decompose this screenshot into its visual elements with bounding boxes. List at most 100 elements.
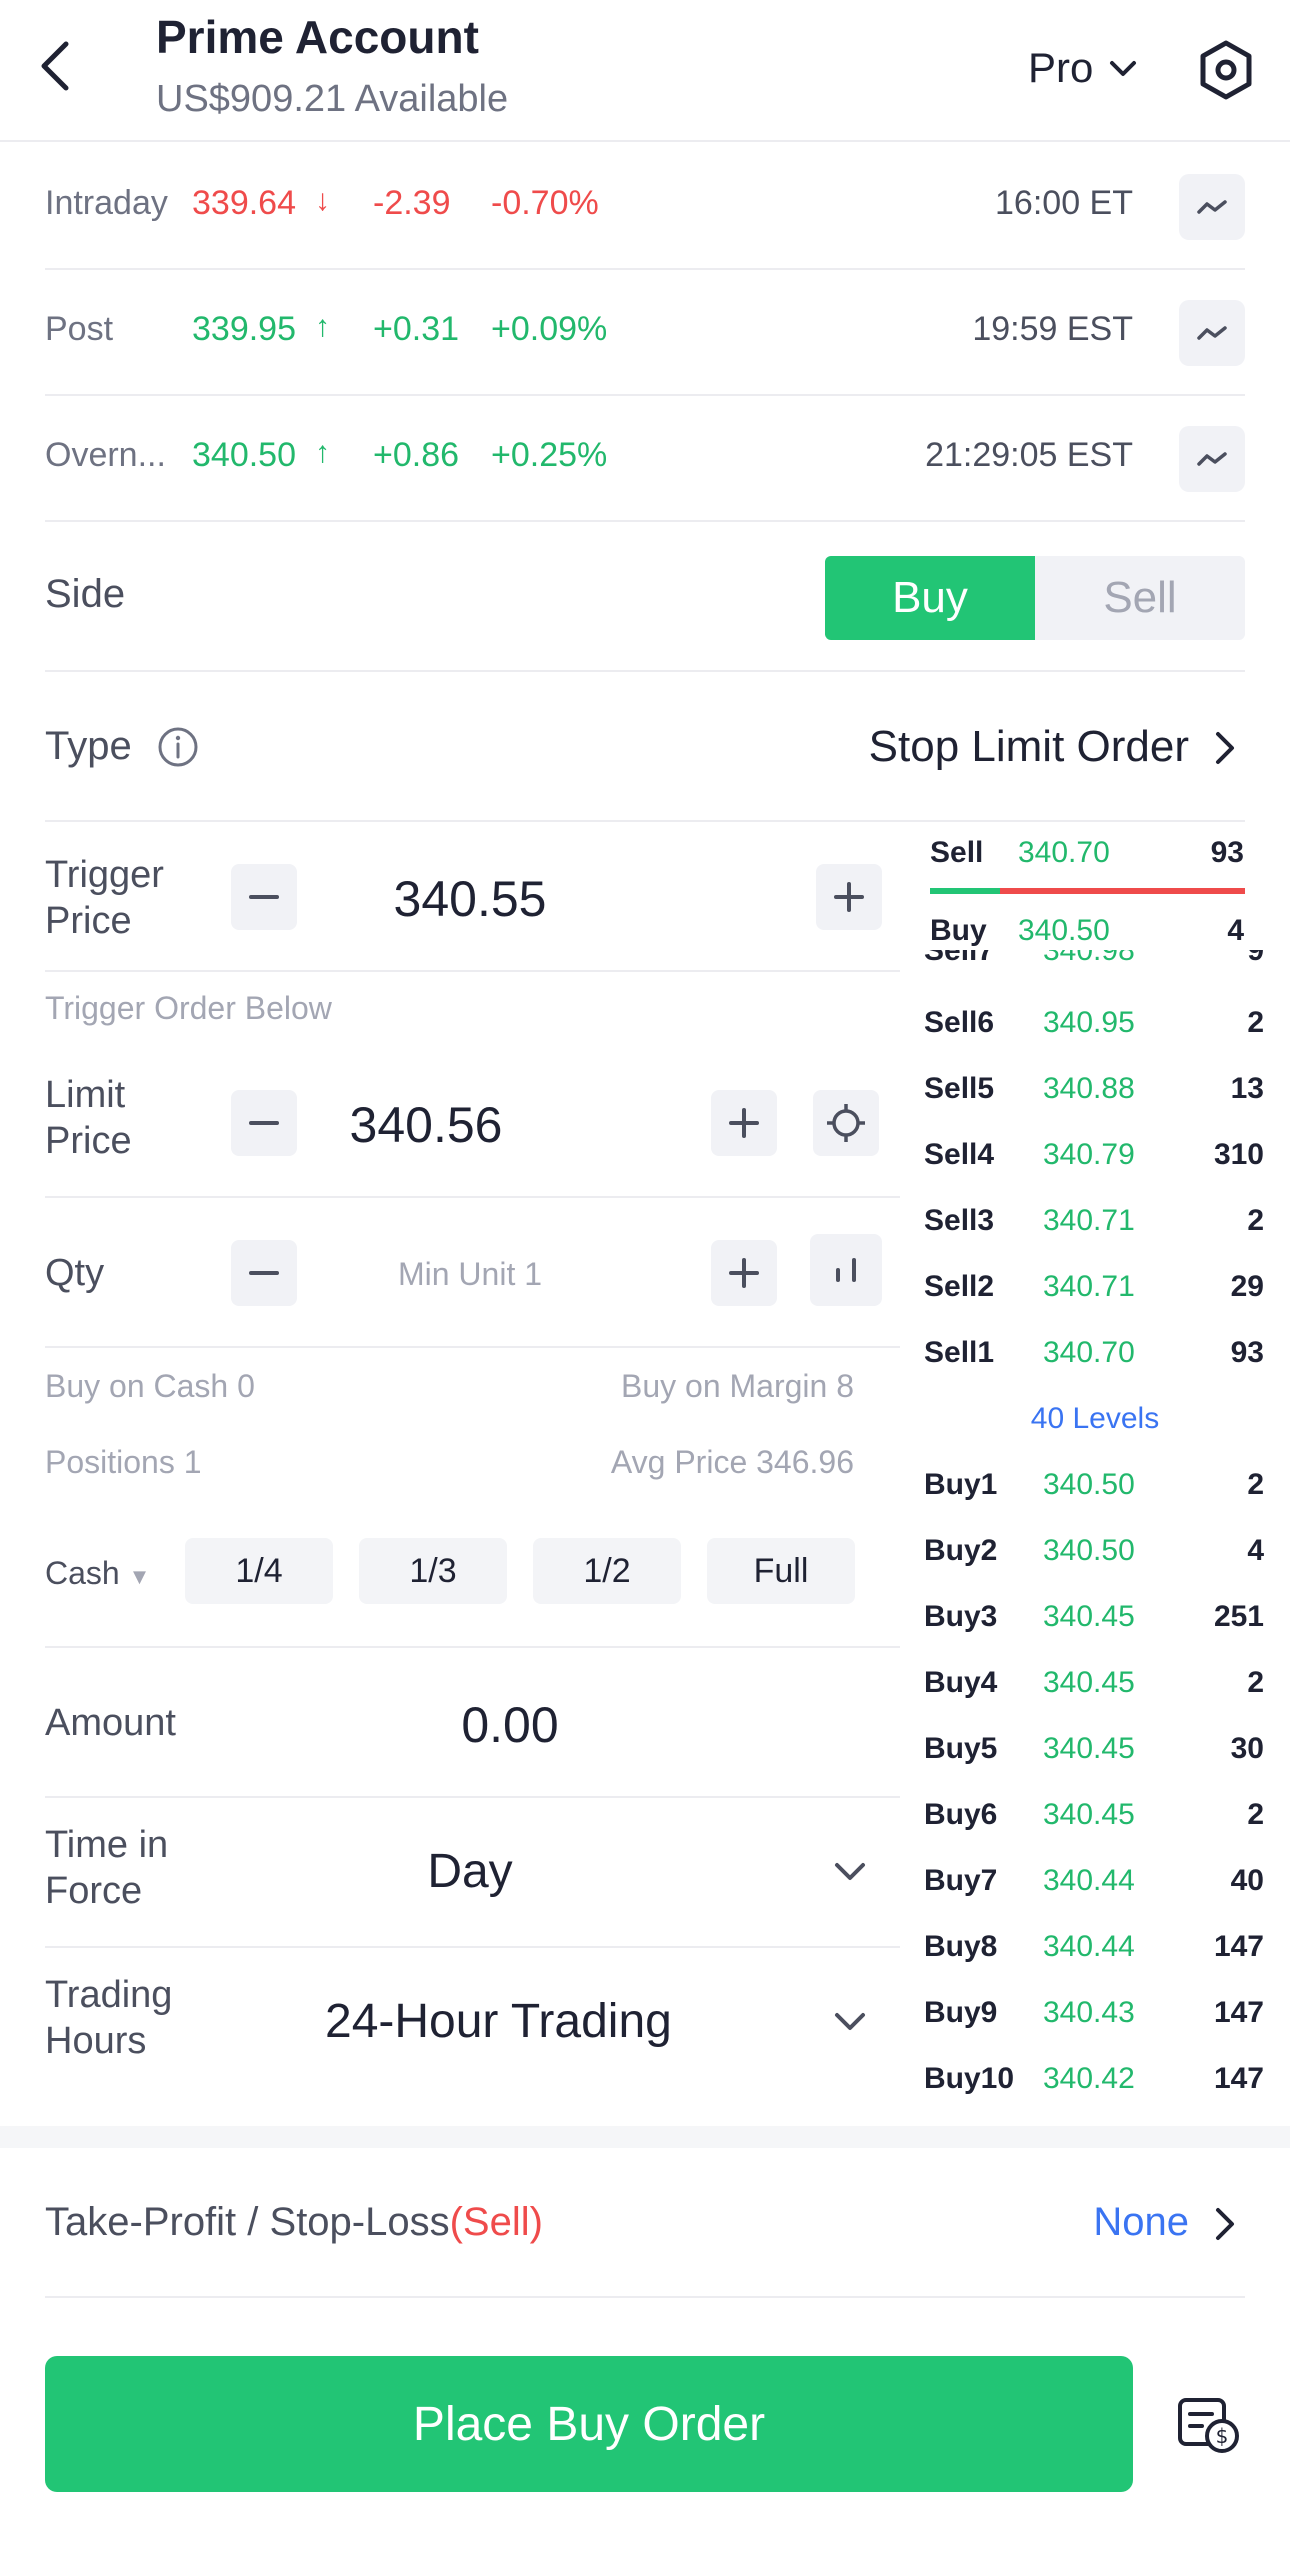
book-row-sell2[interactable]: Sell2 340.71 29 xyxy=(924,1270,1264,1303)
limit-price-value[interactable]: 340.56 xyxy=(349,1097,503,1153)
order-type-value[interactable]: Stop Limit Order xyxy=(868,722,1189,771)
limit-price-label: Limit Price xyxy=(45,1074,132,1162)
tpsl-value[interactable]: None xyxy=(1093,2200,1189,2244)
order-type-row[interactable]: Type Stop Limit Order xyxy=(45,672,1245,822)
quote-change: +0.31 xyxy=(373,310,460,348)
up-arrow-icon: ↑ xyxy=(315,310,330,343)
book-row-buy3[interactable]: Buy3 340.45 251 xyxy=(924,1600,1264,1633)
book-top-buy[interactable]: Buy 340.50 4 xyxy=(930,914,1244,947)
available-balance: US$909.21 Available xyxy=(156,78,509,120)
buy-on-cash: Buy on Cash 0 xyxy=(45,1368,255,1404)
account-type-selector[interactable]: Cash ▼ xyxy=(45,1555,150,1592)
chart-icon[interactable] xyxy=(1179,426,1245,492)
book-row-sell5[interactable]: Sell5 340.88 13 xyxy=(924,1072,1264,1105)
book-row-buy7[interactable]: Buy7 340.44 40 xyxy=(924,1864,1264,1897)
book-row-sell4[interactable]: Sell4 340.79 310 xyxy=(924,1138,1264,1171)
account-title[interactable]: Prime Account xyxy=(156,11,479,63)
qty-input[interactable]: Min Unit 1 xyxy=(397,1256,543,1292)
fraction-full-button[interactable]: Full xyxy=(707,1538,855,1604)
sell-side-button[interactable]: Sell xyxy=(1035,556,1245,640)
qty-decrease-button[interactable] xyxy=(231,1240,297,1306)
tpsl-label: Take-Profit / Stop-Loss(Sell) xyxy=(45,2200,543,2244)
book-row-buy6[interactable]: Buy6 340.45 2 xyxy=(924,1798,1264,1831)
book-row-sell6[interactable]: Sell6 340.95 2 xyxy=(924,1006,1264,1039)
info-icon[interactable] xyxy=(157,726,199,768)
qty-row: Qty Min Unit 1 xyxy=(45,1198,900,1348)
down-arrow-icon: ↓ xyxy=(315,184,330,217)
qty-increase-button[interactable] xyxy=(711,1240,777,1306)
chart-icon[interactable] xyxy=(1179,300,1245,366)
trading-hours-label: Trading Hours xyxy=(45,1974,173,2062)
quote-change: -2.39 xyxy=(373,184,451,222)
quote-label: Overn... xyxy=(45,436,166,474)
quote-percent: +0.09% xyxy=(491,310,608,348)
header: Prime Account US$909.21 Available Pro xyxy=(0,0,1290,142)
book-row-sell3[interactable]: Sell3 340.71 2 xyxy=(924,1204,1264,1237)
limit-decrease-button[interactable] xyxy=(231,1090,297,1156)
crosshair-icon[interactable] xyxy=(813,1090,879,1156)
quote-price: 340.50 xyxy=(192,436,296,474)
trigger-price-label: Trigger Price xyxy=(45,854,164,942)
chevron-down-icon[interactable] xyxy=(833,1860,867,1884)
book-row-sell1[interactable]: Sell1 340.70 93 xyxy=(924,1336,1264,1369)
take-profit-stop-loss-row[interactable]: Take-Profit / Stop-Loss(Sell) None xyxy=(45,2148,1245,2298)
book-row-buy1[interactable]: Buy1 340.50 2 xyxy=(924,1468,1264,1501)
book-row-buy4[interactable]: Buy4 340.45 2 xyxy=(924,1666,1264,1699)
up-arrow-icon: ↑ xyxy=(315,436,330,469)
amount-label: Amount xyxy=(45,1702,176,1744)
trading-hours-value[interactable]: 24-Hour Trading xyxy=(325,1995,672,2048)
quote-row-intraday: Intraday 339.64 ↓ -2.39 -0.70% 16:00 ET xyxy=(45,144,1245,270)
buy-side-button[interactable]: Buy xyxy=(825,556,1035,640)
quote-row-post: Post 339.95 ↑ +0.31 +0.09% 19:59 EST xyxy=(45,270,1245,396)
quote-percent: +0.25% xyxy=(491,436,608,474)
place-buy-order-button[interactable]: Place Buy Order xyxy=(45,2356,1133,2492)
trading-hours-row[interactable]: Trading Hours 24-Hour Trading xyxy=(45,1948,900,2098)
chevron-down-icon[interactable] xyxy=(833,2010,867,2034)
quote-row-overnight: Overn... 340.50 ↑ +0.86 +0.25% 21:29:05 … xyxy=(45,396,1245,522)
chevron-right-icon[interactable] xyxy=(1213,730,1237,766)
quote-label: Post xyxy=(45,310,114,348)
positions: Positions 1 xyxy=(45,1444,202,1480)
bar-chart-icon[interactable] xyxy=(810,1234,882,1306)
quote-change: +0.86 xyxy=(373,436,460,474)
chevron-right-icon[interactable] xyxy=(1213,2206,1237,2242)
time-in-force-row[interactable]: Time in Force Day xyxy=(45,1798,900,1948)
avg-price: Avg Price 346.96 xyxy=(610,1444,854,1480)
time-in-force-label: Time in Force xyxy=(45,1824,169,1912)
book-row-buy8[interactable]: Buy8 340.44 147 xyxy=(924,1930,1264,1963)
trigger-increase-button[interactable] xyxy=(816,864,882,930)
order-book: Sell 340.70 93 Buy 340.50 4 Sell7 340.98… xyxy=(900,822,1290,2122)
book-row-sell7[interactable]: Sell7 340.98 9 xyxy=(924,950,1264,967)
book-row-buy2[interactable]: Buy2 340.50 4 xyxy=(924,1534,1264,1567)
side-label: Side xyxy=(45,572,126,616)
book-row-buy9[interactable]: Buy9 340.43 147 xyxy=(924,1996,1264,2029)
book-row-buy5[interactable]: Buy5 340.45 30 xyxy=(924,1732,1264,1765)
side-row: Side Buy Sell xyxy=(45,522,1245,672)
limit-price-row: Limit Price 340.56 xyxy=(45,1048,900,1198)
chart-icon[interactable] xyxy=(1179,174,1245,240)
section-divider xyxy=(0,2126,1290,2148)
time-in-force-value[interactable]: Day xyxy=(427,1845,513,1898)
settings-icon[interactable] xyxy=(1196,38,1256,102)
amount-value: 0.00 xyxy=(461,1697,559,1753)
book-row-buy10[interactable]: Buy10 340.42 147 xyxy=(924,2062,1264,2095)
buy-on-margin: Buy on Margin 8 xyxy=(620,1368,854,1404)
limit-increase-button[interactable] xyxy=(711,1090,777,1156)
quote-time: 21:29:05 EST xyxy=(925,436,1133,474)
chevron-down-icon[interactable] xyxy=(1108,58,1138,80)
fraction-quarter-button[interactable]: 1/4 xyxy=(185,1538,333,1604)
mode-selector[interactable]: Pro xyxy=(1028,44,1094,91)
order-list-icon[interactable]: $ xyxy=(1176,2394,1242,2456)
order-type-label: Type xyxy=(45,724,132,768)
quote-time: 19:59 EST xyxy=(972,310,1133,348)
trigger-decrease-button[interactable] xyxy=(231,864,297,930)
fraction-third-button[interactable]: 1/3 xyxy=(359,1538,507,1604)
book-levels-link[interactable]: 40 Levels xyxy=(1030,1402,1160,1435)
book-top-sell[interactable]: Sell 340.70 93 xyxy=(930,836,1244,869)
book-buy-ratio-bar xyxy=(930,888,1000,894)
back-arrow-icon[interactable] xyxy=(36,38,76,94)
caret-down-icon: ▼ xyxy=(128,1564,151,1589)
quote-label: Intraday xyxy=(45,184,168,222)
fraction-half-button[interactable]: 1/2 xyxy=(533,1538,681,1604)
trigger-price-value[interactable]: 340.55 xyxy=(393,871,547,927)
